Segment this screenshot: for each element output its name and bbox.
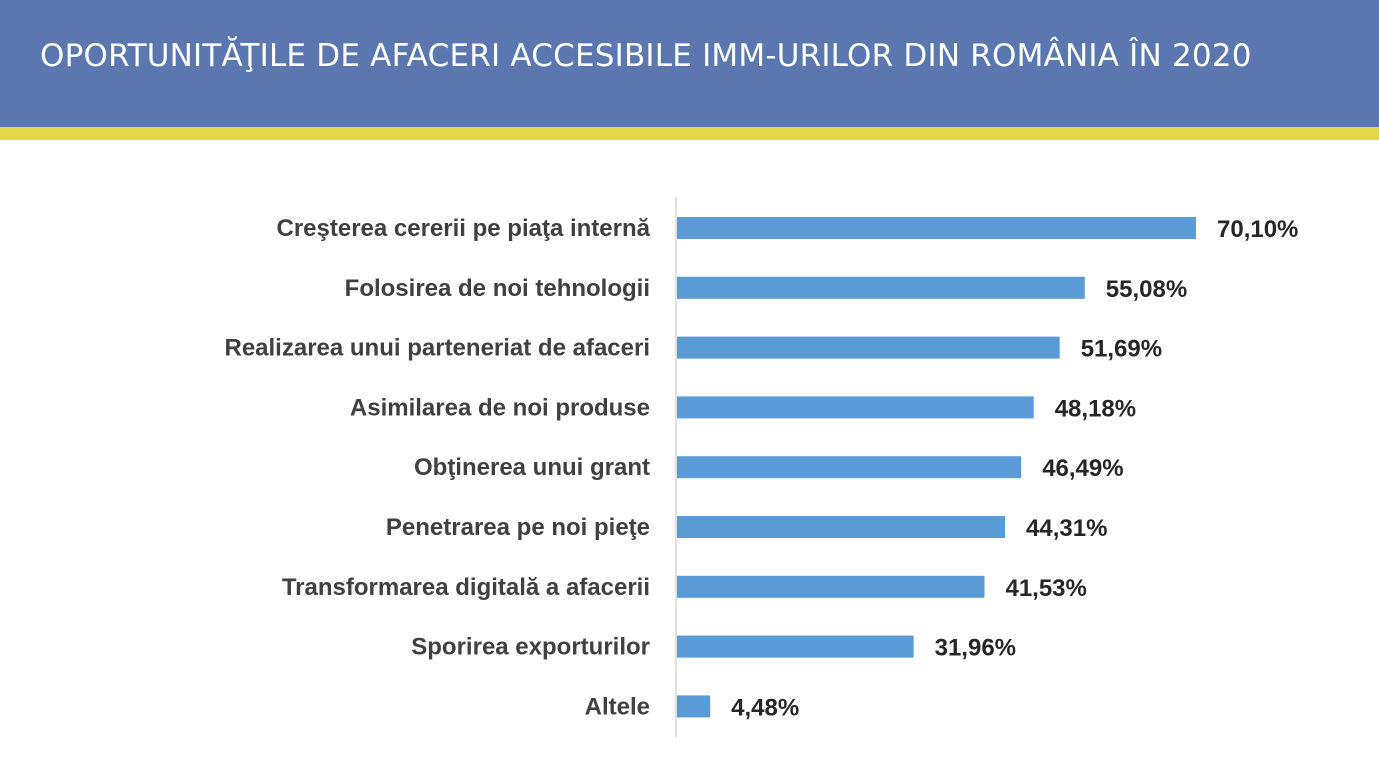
bar — [677, 516, 1006, 538]
value-label: 4,48% — [731, 694, 799, 721]
value-label: 70,10% — [1217, 216, 1298, 243]
bar — [677, 336, 1060, 359]
category-label: Asimilarea de noi produse — [350, 394, 650, 421]
category-label: Creşterea cererii pe piaţa internă — [276, 215, 650, 242]
slide-title: OPORTUNITĂŢILE DE AFACERI ACCESIBILE IMM… — [40, 38, 1252, 74]
bar — [677, 396, 1034, 419]
bar-group: Creşterea cererii pe piaţa internă 70,10%… — [224, 215, 1298, 721]
category-label: Sporirea exporturilor — [411, 634, 650, 661]
category-label: Altele — [585, 693, 650, 720]
title-bar — [0, 0, 1379, 127]
value-label: 51,69% — [1081, 336, 1162, 363]
value-label: 44,31% — [1026, 515, 1107, 542]
value-label: 48,18% — [1055, 395, 1136, 422]
category-label: Transformarea digitală a afacerii — [282, 574, 650, 601]
category-label: Penetrarea pe noi pieţe — [386, 514, 650, 541]
category-label: Realizarea unui parteneriat de afaceri — [224, 335, 650, 362]
bar — [677, 456, 1022, 479]
category-label: Folosirea de noi tehnologii — [345, 275, 650, 302]
category-label: Obţinerea unui grant — [414, 454, 650, 481]
bar — [677, 635, 914, 658]
value-label: 41,53% — [1005, 575, 1086, 602]
bar — [677, 217, 1196, 239]
value-label: 46,49% — [1042, 455, 1123, 482]
bar — [677, 575, 985, 598]
title-accent-stripe — [0, 127, 1379, 140]
value-label: 55,08% — [1106, 276, 1187, 303]
value-label: 31,96% — [935, 635, 1016, 662]
bar — [677, 276, 1085, 299]
bar — [677, 695, 711, 718]
